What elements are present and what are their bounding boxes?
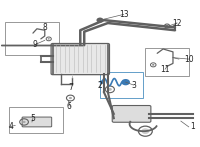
Text: 6: 6 bbox=[66, 102, 71, 111]
Circle shape bbox=[100, 80, 104, 84]
FancyBboxPatch shape bbox=[22, 117, 52, 127]
Bar bbox=[5, 22, 59, 55]
Circle shape bbox=[96, 17, 104, 23]
Text: 8: 8 bbox=[42, 23, 47, 32]
Bar bbox=[145, 47, 189, 76]
Text: 11: 11 bbox=[160, 65, 170, 74]
Bar bbox=[9, 107, 63, 133]
Circle shape bbox=[22, 121, 26, 123]
Text: 4: 4 bbox=[9, 122, 14, 131]
Circle shape bbox=[121, 79, 130, 85]
Text: 7: 7 bbox=[68, 83, 73, 92]
FancyBboxPatch shape bbox=[112, 106, 151, 122]
Circle shape bbox=[108, 88, 112, 91]
Text: 2: 2 bbox=[98, 81, 102, 90]
Circle shape bbox=[48, 38, 50, 40]
FancyBboxPatch shape bbox=[51, 44, 109, 75]
Text: 12: 12 bbox=[172, 19, 182, 27]
Bar bbox=[100, 72, 143, 98]
Text: 13: 13 bbox=[119, 10, 128, 19]
Text: 9: 9 bbox=[32, 40, 37, 49]
Circle shape bbox=[166, 25, 168, 27]
Circle shape bbox=[69, 97, 72, 99]
Circle shape bbox=[141, 128, 149, 134]
Text: 1: 1 bbox=[190, 122, 195, 131]
Text: 10: 10 bbox=[184, 55, 194, 64]
Text: 3: 3 bbox=[131, 81, 136, 90]
Circle shape bbox=[152, 64, 154, 66]
Text: 5: 5 bbox=[31, 114, 35, 123]
